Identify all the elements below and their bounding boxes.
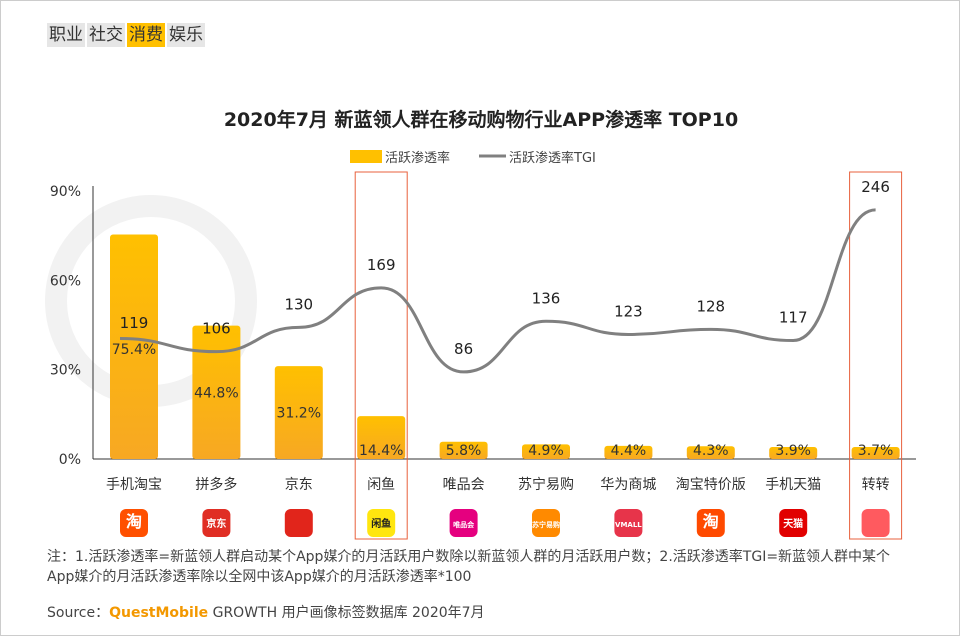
bar [192,325,241,459]
highlight-box [849,171,903,540]
source-label: Source： [47,605,110,621]
tgi-value-label: 119 [120,314,149,332]
bar [686,446,735,459]
bar-value-label: 5.8% [446,443,482,459]
bar-value-label: 3.7% [858,443,894,459]
bar-value-label: 4.4% [611,443,647,459]
y-tick-label: 60% [50,273,81,289]
bar [604,445,653,459]
tgi-line [119,208,876,374]
x-tick-label: 京东 [285,477,313,493]
bar-value-label: 75.4% [112,342,156,358]
x-tick-label: 闲鱼 [367,476,395,493]
app-icon-text: 天猫 [783,517,803,530]
highlight-box [354,171,408,540]
app-icon-text: 苏宁易购 [532,520,560,529]
suning-app-icon [532,509,560,537]
tgi-value-label: 86 [454,340,473,358]
bar [357,416,406,459]
tgi-value-label: 136 [532,289,561,307]
source-line: Source：QuestMobile GROWTH 用户画像标签数据库 2020… [47,602,485,622]
bar-value-label: 4.9% [528,443,564,459]
x-tick-label: 拼多多 [195,476,237,493]
tgi-value-label: 123 [614,302,643,320]
bar [274,366,323,459]
tab-social[interactable]: 社交 [87,23,125,47]
y-tick-label: 30% [50,363,81,379]
legend-line-label: 活跃渗透率TGI [509,150,596,166]
zhuanzhuan-app-icon [861,509,890,537]
bar [522,444,570,459]
huawei-vmall-app-icon [614,509,643,537]
x-tick-label: 手机天猫 [765,477,821,493]
tgi-value-label: 128 [696,297,725,315]
legend-bar-label: 活跃渗透率 [385,150,450,166]
tgi-value-label: 246 [861,178,890,196]
app-icon-text: 淘 [703,512,719,531]
category-tabs: 职业 社交 消费 娱乐 [47,23,205,47]
tab-career[interactable]: 职业 [47,23,85,47]
y-tick-label: 90% [50,184,81,200]
tgi-value-label: 130 [284,295,313,313]
vip-app-icon [449,509,478,537]
legend-bar-swatch [350,150,382,163]
x-tick-label: 唯品会 [443,477,485,493]
x-tick-label: 淘宝特价版 [676,477,746,493]
tgi-value-label: 169 [367,256,396,274]
jd-app-icon [284,509,313,537]
taobao-lite-app-icon [696,509,725,537]
x-tick-label: 华为商城 [600,477,656,493]
source-text: GROWTH 用户画像标签数据库 2020年7月 [208,605,485,621]
x-tick-label: 苏宁易购 [518,476,574,493]
tgi-value-label: 117 [779,309,808,327]
source-brand: QuestMobile [109,605,209,621]
tab-entertainment[interactable]: 娱乐 [167,23,205,47]
x-tick-label: 手机淘宝 [106,477,162,493]
taobao-app-icon [120,509,148,537]
tab-consumption[interactable]: 消费 [127,23,165,47]
app-icon-text: 淘 [126,512,142,531]
bar-value-label: 44.8% [194,385,238,401]
bar-value-label: 14.4% [359,443,403,459]
y-tick-label: 0% [59,452,81,468]
xianyu-app-icon [367,509,396,537]
x-tick-label: 转转 [862,477,890,493]
bar [769,447,818,459]
chart-title: 2020年7月 新蓝领人群在移动购物行业APP渗透率 TOP10 [223,109,739,131]
bar-value-label: 4.3% [693,443,729,459]
app-icon-text: VMALL [615,521,642,529]
tmall-app-icon [779,509,808,537]
app-icon-text: 闲鱼 [371,517,391,530]
app-icon-text: 唯品会 [453,520,475,529]
bar [851,447,900,459]
bar-value-label: 3.9% [775,443,811,459]
tgi-value-label: 106 [202,320,231,338]
bar [439,441,488,459]
bar [110,234,158,459]
bar-value-label: 31.2% [277,406,321,422]
app-icon-text: 京东 [206,517,226,530]
pinduoduo-app-icon [202,509,231,537]
footnote: 注：1.活跃渗透率=新蓝领人群启动某个App媒介的月活跃用户数除以新蓝领人群的月… [47,549,891,585]
